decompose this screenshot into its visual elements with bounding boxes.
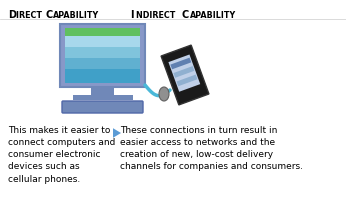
FancyBboxPatch shape [65,58,140,69]
Text: APABILITY: APABILITY [190,11,236,20]
FancyBboxPatch shape [62,101,143,113]
FancyBboxPatch shape [60,24,145,87]
Polygon shape [176,74,198,86]
Polygon shape [161,45,209,105]
Polygon shape [173,66,194,78]
FancyBboxPatch shape [65,69,140,83]
FancyBboxPatch shape [65,36,140,47]
Text: IRECT: IRECT [16,11,45,20]
FancyBboxPatch shape [65,28,140,36]
FancyBboxPatch shape [65,28,140,36]
FancyBboxPatch shape [65,28,140,83]
Text: I: I [130,10,134,20]
Ellipse shape [159,87,169,101]
Text: These connections in turn result in
easier access to networks and the
creation o: These connections in turn result in easi… [120,126,303,171]
Text: D: D [8,10,16,20]
Text: NDIRECT: NDIRECT [136,11,178,20]
FancyBboxPatch shape [65,47,140,58]
FancyBboxPatch shape [91,87,114,95]
Polygon shape [113,128,121,138]
Polygon shape [170,58,191,69]
Text: This makes it easier to
connect computers and
consumer electronic
devices such a: This makes it easier to connect computer… [8,126,115,184]
FancyBboxPatch shape [73,95,133,100]
Text: C: C [45,10,52,20]
Text: C: C [182,10,189,20]
Polygon shape [169,55,200,92]
Text: APABILITY: APABILITY [53,11,99,20]
